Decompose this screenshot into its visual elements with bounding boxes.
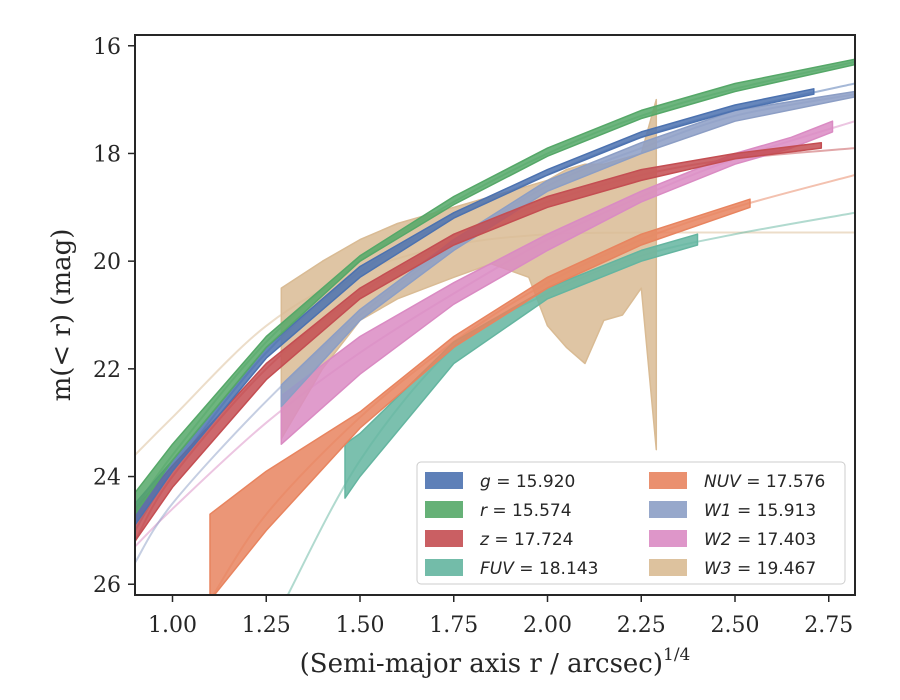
x-tick-label: 2.50 bbox=[711, 613, 760, 638]
legend-swatch-w1 bbox=[649, 501, 687, 518]
data-bands bbox=[135, 58, 855, 595]
legend-swatch-w3 bbox=[649, 559, 687, 576]
y-tick-label: 18 bbox=[93, 142, 121, 167]
legend-label-r: r = 15.574 bbox=[480, 501, 572, 521]
y-tick-label: 20 bbox=[93, 250, 121, 275]
legend-swatch-w2 bbox=[649, 530, 687, 547]
legend-label-w1: W1 = 15.913 bbox=[704, 501, 816, 521]
x-axis-label: (Semi-major axis r / arcsec)1/4 bbox=[300, 645, 691, 679]
legend-label-z: z = 17.724 bbox=[479, 530, 573, 550]
legend-swatch-g bbox=[425, 472, 463, 489]
legend-swatch-fuv bbox=[425, 559, 463, 576]
y-tick-label: 22 bbox=[93, 358, 121, 383]
band-g bbox=[135, 88, 815, 526]
x-tick-label: 1.25 bbox=[242, 613, 291, 638]
x-tick-label: 2.00 bbox=[523, 613, 572, 638]
x-tick-label: 1.50 bbox=[336, 613, 385, 638]
y-axis-label: m(< r) (mag) bbox=[47, 229, 77, 402]
y-tick-label: 16 bbox=[93, 35, 121, 60]
band-z bbox=[135, 141, 823, 542]
legend-label-nuv: NUV = 17.576 bbox=[704, 472, 825, 492]
legend-swatch-r bbox=[425, 501, 463, 518]
band-w3 bbox=[280, 98, 658, 451]
legend: g = 15.920 r = 15.574 z = 17.724 FUV = 18.1… bbox=[416, 461, 846, 585]
band-r bbox=[135, 58, 855, 515]
x-tick-label: 2.25 bbox=[617, 613, 666, 638]
legend-label-g: g = 15.920 bbox=[480, 472, 575, 492]
x-tick-label: 2.75 bbox=[804, 613, 853, 638]
y-tick-label: 26 bbox=[93, 573, 121, 598]
x-tick-label: 1.00 bbox=[148, 613, 197, 638]
y-axis-ticks: 16 18 20 22 24 26 bbox=[93, 35, 135, 598]
legend-swatch-z bbox=[425, 530, 463, 547]
x-axis-ticks: 1.00 1.25 1.50 1.75 2.00 2.25 2.50 2.75 bbox=[148, 595, 853, 638]
x-tick-label: 1.75 bbox=[429, 613, 478, 638]
legend-frame bbox=[416, 461, 846, 585]
plot-frame bbox=[134, 34, 856, 596]
legend-swatch-nuv bbox=[649, 472, 687, 489]
legend-label-w2: W2 = 17.403 bbox=[704, 530, 816, 550]
legend-label-w3: W3 = 19.467 bbox=[704, 559, 816, 579]
band-nuv bbox=[209, 198, 751, 595]
y-tick-label: 24 bbox=[93, 466, 121, 491]
legend-label-fuv: FUV = 18.143 bbox=[480, 559, 598, 579]
band-w1 bbox=[280, 90, 855, 408]
band-w2 bbox=[280, 120, 834, 445]
